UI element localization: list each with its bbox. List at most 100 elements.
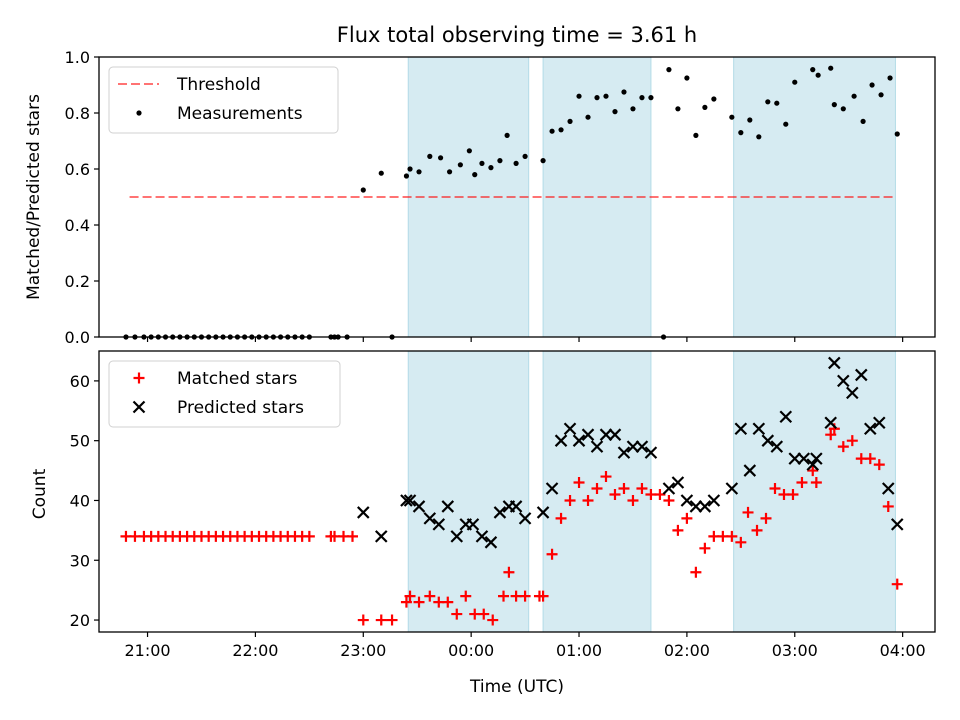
point-predicted-stars: [881, 482, 895, 495]
point-matched-stars: [769, 483, 781, 495]
legend-label: Measurements: [177, 104, 303, 124]
point-measurements: [840, 106, 846, 112]
point-matched-stars: [582, 494, 594, 506]
point-matched-stars: [460, 590, 472, 602]
y-tick-label: 0.6: [65, 160, 90, 179]
legend-swatch-dot: [136, 110, 142, 116]
top-panel: 0.0 0.2 0.4 0.6 0.8 1.0 Matched/Predicted sta…: [24, 48, 936, 347]
x-tick-label: 03:00: [772, 641, 818, 660]
point-predicted-stars: [617, 446, 631, 459]
y-tick-label: 30: [70, 551, 90, 570]
point-measurements: [416, 169, 422, 175]
point-measurements: [747, 117, 753, 123]
point-measurements: [427, 153, 433, 159]
y-axis-label-bottom: Count: [30, 468, 50, 519]
point-matched-stars: [609, 488, 621, 500]
point-predicted-stars: [374, 530, 388, 543]
point-measurements: [497, 158, 503, 164]
point-predicted-stars: [810, 452, 823, 465]
legend-swatch-plus: [133, 372, 145, 384]
point-predicted-stars: [828, 356, 841, 370]
point-matched-stars: [654, 488, 666, 500]
point-predicted-stars: [466, 518, 480, 531]
point-matched-stars: [487, 614, 499, 626]
point-measurements: [457, 162, 463, 168]
point-predicted-stars: [563, 422, 577, 436]
point-measurements: [472, 172, 478, 178]
point-matched-stars: [627, 494, 639, 506]
legend-swatch-x: [132, 400, 146, 414]
y-tick-label: 1.0: [65, 48, 90, 67]
point-matched-stars: [519, 590, 531, 602]
y-tick-label: 0.2: [65, 272, 90, 291]
point-matched-stars: [424, 590, 436, 602]
point-predicted-stars: [752, 422, 766, 436]
point-matched-stars: [807, 465, 819, 477]
x-tick-label: 04:00: [880, 641, 926, 660]
x-tick-label: 01:00: [556, 641, 602, 660]
point-measurements: [488, 165, 494, 171]
point-measurements: [360, 187, 366, 193]
bottom-panel: 20 30 40 50 60 21:00 22:00 23:00 00:00 01:00 02:00…: [30, 350, 936, 697]
point-measurements: [894, 131, 900, 137]
point-measurements: [504, 132, 510, 138]
point-predicted-stars: [581, 428, 595, 441]
point-measurements: [567, 118, 573, 124]
point-predicted-stars: [403, 494, 417, 507]
point-measurements: [378, 170, 384, 176]
legend-frame: [108, 66, 339, 134]
point-matched-stars: [837, 441, 849, 453]
point-matched-stars: [386, 614, 398, 626]
point-measurements: [549, 128, 555, 134]
point-predicted-stars: [725, 482, 739, 495]
point-matched-stars: [591, 483, 603, 495]
point-matched-stars: [413, 596, 425, 608]
point-predicted-stars: [680, 494, 694, 507]
point-predicted-stars: [412, 500, 426, 513]
point-predicted-stars: [432, 518, 446, 531]
point-predicted-stars: [475, 530, 489, 543]
point-measurements: [639, 95, 645, 101]
point-measurements: [887, 75, 893, 81]
point-predicted-stars: [608, 428, 622, 441]
point-measurements: [693, 132, 699, 138]
point-measurements: [522, 153, 528, 159]
point-matched-stars: [451, 608, 463, 620]
point-matched-stars: [503, 566, 515, 578]
point-matched-stars: [346, 530, 358, 542]
point-matched-stars: [546, 548, 558, 560]
point-predicted-stars: [400, 494, 413, 507]
point-predicted-stars: [846, 386, 859, 400]
point-measurements: [792, 79, 798, 85]
point-matched-stars: [726, 530, 738, 542]
point-matched-stars: [600, 471, 612, 483]
y-tick-label: 50: [70, 432, 90, 451]
y-axis-label-top: Matched/Predicted stars: [24, 94, 44, 300]
y-tick-label: 40: [70, 491, 90, 510]
point-measurements: [738, 130, 744, 136]
point-predicted-stars: [797, 452, 811, 465]
point-matched-stars: [404, 590, 416, 602]
y-tick-label: 0.8: [65, 104, 90, 123]
point-predicted-stars: [761, 434, 775, 447]
point-measurements: [860, 118, 866, 124]
point-predicted-stars: [671, 476, 685, 489]
point-matched-stars: [825, 429, 837, 441]
point-measurements: [675, 106, 681, 112]
legend-bottom: Matched stars Predicted stars: [108, 360, 341, 428]
point-matched-stars: [882, 500, 894, 512]
point-predicted-stars: [662, 482, 676, 495]
point-measurements: [810, 67, 816, 73]
point-measurements: [711, 96, 717, 102]
point-predicted-stars: [423, 512, 437, 525]
point-measurements: [765, 99, 771, 105]
point-measurements: [407, 166, 413, 172]
x-tick-label: 00:00: [448, 641, 494, 660]
point-measurements: [878, 92, 884, 98]
x-tick-label: 23:00: [340, 641, 386, 660]
point-measurements: [513, 160, 519, 166]
point-matched-stars: [735, 536, 747, 548]
point-matched-stars: [375, 614, 387, 626]
point-measurements: [466, 148, 472, 154]
point-measurements: [437, 155, 444, 161]
